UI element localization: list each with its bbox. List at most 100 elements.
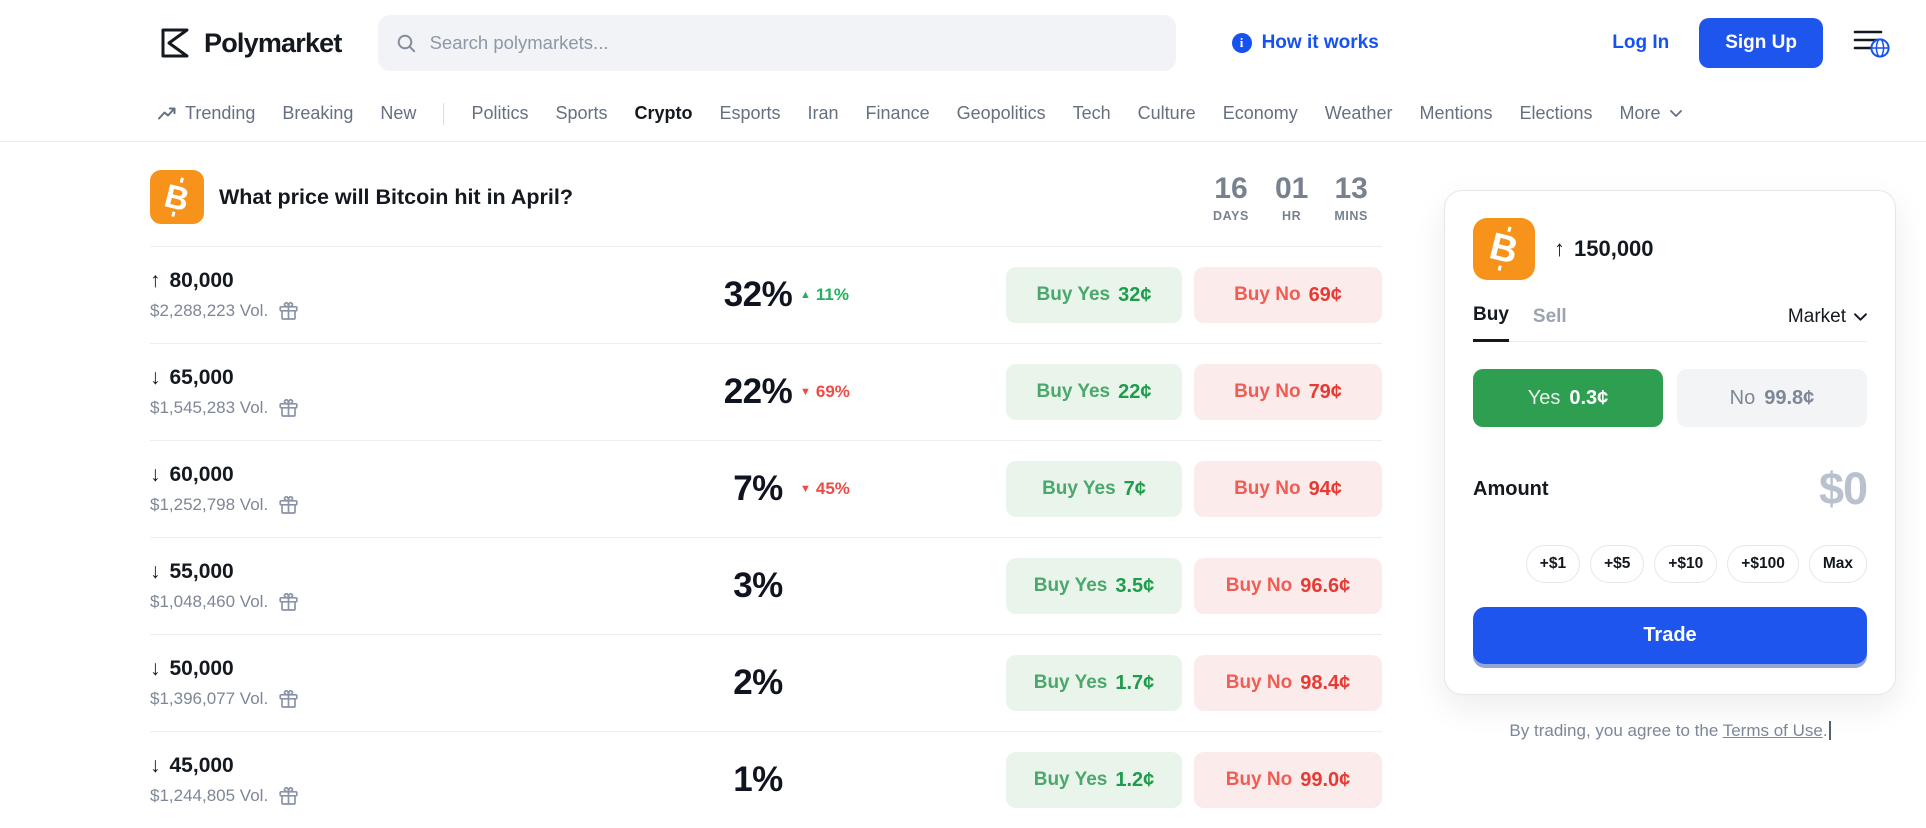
buy-yes-label: Buy Yes xyxy=(1042,478,1116,499)
nav-item-breaking[interactable]: Breaking xyxy=(282,103,354,123)
nav-item-trending[interactable]: Trending xyxy=(158,103,255,124)
trade-panel-column: B ↑ 150,000 Buy Sell Market Yes 0.3¢ xyxy=(1382,142,1896,828)
nav-item-weather[interactable]: Weather xyxy=(1324,103,1393,123)
yes-price: 3.5¢ xyxy=(1115,574,1155,597)
nav-item-mentions[interactable]: Mentions xyxy=(1419,103,1493,123)
buy-sell-tabs: Buy Sell Market xyxy=(1473,304,1867,342)
buy-yes-button[interactable]: Buy Yes 3.5¢ xyxy=(1006,558,1182,614)
info-icon xyxy=(1231,33,1252,53)
log-in-button[interactable]: Log In xyxy=(1612,32,1670,53)
nav-item-economy[interactable]: Economy xyxy=(1222,103,1298,123)
chance-percent: 3% xyxy=(733,566,783,605)
nav-divider xyxy=(443,102,445,125)
outcome-name: ↑ 80,000 xyxy=(150,269,510,293)
change-value: 11% xyxy=(815,285,849,304)
main-content: B What price will Bitcoin hit in April? … xyxy=(0,142,1926,828)
sign-up-button[interactable]: Sign Up xyxy=(1699,18,1823,68)
add-10-dollar-chip[interactable]: +$10 xyxy=(1654,545,1718,583)
gift-icon[interactable] xyxy=(278,785,299,806)
outcome-row-65000[interactable]: ↓ 65,000 $1,545,283 Vol. 22% ▼ 69% Buy Y… xyxy=(150,343,1382,440)
gift-icon[interactable] xyxy=(278,494,299,515)
brand-name: Polymarket xyxy=(204,27,342,58)
nav-item-esports[interactable]: Esports xyxy=(719,103,781,123)
outcome-row-60000[interactable]: ↓ 60,000 $1,252,798 Vol. 7% ▼ 45% Buy Ye… xyxy=(150,440,1382,537)
countdown-hours: 01 HR xyxy=(1275,172,1308,223)
buy-yes-label: Buy Yes xyxy=(1033,575,1108,596)
outcome-row-50000[interactable]: ↓ 50,000 $1,396,077 Vol. 2% Buy Yes 1.7¢… xyxy=(150,634,1382,731)
nav-item-finance[interactable]: Finance xyxy=(865,103,930,123)
bitcoin-icon: B xyxy=(150,170,204,224)
polymarket-logo[interactable]: Polymarket xyxy=(158,26,342,60)
trade-button[interactable]: Trade xyxy=(1473,607,1867,664)
gift-icon[interactable] xyxy=(278,300,299,321)
direction-down-icon: ↓ xyxy=(150,657,161,680)
outcome-label: 65,000 xyxy=(169,366,234,389)
buy-no-button[interactable]: Buy No 69¢ xyxy=(1194,267,1382,323)
quick-amount-chips: +$1 +$5 +$10 +$100 Max xyxy=(1473,545,1867,583)
how-it-works-link[interactable]: How it works xyxy=(1231,32,1379,54)
outcome-volume: $2,288,223 Vol. xyxy=(150,300,510,321)
tab-buy[interactable]: Buy xyxy=(1473,304,1509,342)
gift-icon[interactable] xyxy=(278,688,299,709)
nav-item-politics[interactable]: Politics xyxy=(471,103,529,123)
search-bar[interactable] xyxy=(377,15,1176,71)
chance-percent: 2% xyxy=(733,663,783,702)
chance-change: ▲ 11% xyxy=(800,285,849,305)
nav-item-sports[interactable]: Sports xyxy=(555,103,608,123)
search-icon xyxy=(397,34,415,53)
outcome-row-45000[interactable]: ↓ 45,000 $1,244,805 Vol. 1% Buy Yes 1.2¢… xyxy=(150,731,1382,828)
chance-cell: 2% xyxy=(510,663,1006,703)
buy-yes-button[interactable]: Buy Yes 7¢ xyxy=(1006,461,1182,517)
gift-icon[interactable] xyxy=(278,397,299,418)
terms-of-use-link[interactable]: Terms of Use xyxy=(1722,721,1823,740)
nav-item-crypto[interactable]: Crypto xyxy=(634,103,693,123)
yes-button[interactable]: Yes 0.3¢ xyxy=(1473,369,1663,427)
nav-item-elections[interactable]: Elections xyxy=(1519,103,1593,123)
nav-item-geopolitics[interactable]: Geopolitics xyxy=(956,103,1046,123)
buy-yes-label: Buy Yes xyxy=(1033,769,1108,790)
selected-outcome-label: 150,000 xyxy=(1574,236,1654,261)
buy-no-button[interactable]: Buy No 79¢ xyxy=(1194,364,1382,420)
buy-yes-button[interactable]: Buy Yes 1.2¢ xyxy=(1006,752,1182,808)
nav-item-more[interactable]: More xyxy=(1620,103,1682,124)
buy-yes-button[interactable]: Buy Yes 32¢ xyxy=(1006,267,1182,323)
chance-percent: 22% xyxy=(723,372,793,411)
market-header: B What price will Bitcoin hit in April? … xyxy=(150,142,1382,246)
chance-cell: 32% ▲ 11% xyxy=(510,275,1006,315)
triangle-down-icon: ▼ xyxy=(800,386,811,398)
nav-item-iran[interactable]: Iran xyxy=(807,103,839,123)
buy-no-button[interactable]: Buy No 98.4¢ xyxy=(1194,655,1382,711)
max-amount-chip[interactable]: Max xyxy=(1808,545,1867,583)
tab-sell[interactable]: Sell xyxy=(1532,306,1567,327)
buy-no-button[interactable]: Buy No 94¢ xyxy=(1194,461,1382,517)
search-input[interactable] xyxy=(427,31,1158,55)
buy-yes-button[interactable]: Buy Yes 22¢ xyxy=(1006,364,1182,420)
gift-icon[interactable] xyxy=(278,591,299,612)
no-button[interactable]: No 99.8¢ xyxy=(1677,369,1867,427)
order-type-dropdown[interactable]: Market xyxy=(1788,306,1867,341)
outcome-name: ↓ 60,000 xyxy=(150,463,510,487)
yes-label: Yes xyxy=(1527,386,1561,409)
triangle-down-icon: ▼ xyxy=(800,483,811,495)
outcome-row-80000[interactable]: ↑ 80,000 $2,288,223 Vol. 32% ▲ 11% Buy Y… xyxy=(150,246,1382,343)
outcome-volume: $1,545,283 Vol. xyxy=(150,397,510,418)
outcome-volume: $1,244,805 Vol. xyxy=(150,785,510,806)
chance-percent: 32% xyxy=(723,275,793,314)
outcome-label: 55,000 xyxy=(169,560,234,583)
add-5-dollar-chip[interactable]: +$5 xyxy=(1590,545,1645,583)
add-100-dollar-chip[interactable]: +$100 xyxy=(1727,545,1799,583)
nav-item-new[interactable]: New xyxy=(380,103,417,123)
nav-item-tech[interactable]: Tech xyxy=(1072,103,1111,123)
outcome-label: 50,000 xyxy=(169,657,234,680)
amount-input[interactable]: $0 xyxy=(1818,463,1868,514)
countdown-value: 16 xyxy=(1214,171,1248,205)
add-1-dollar-chip[interactable]: +$1 xyxy=(1525,545,1581,583)
nav-item-culture[interactable]: Culture xyxy=(1137,103,1196,123)
buy-yes-button[interactable]: Buy Yes 1.7¢ xyxy=(1006,655,1182,711)
outcome-label: 60,000 xyxy=(169,463,234,486)
buy-no-button[interactable]: Buy No 99.0¢ xyxy=(1194,752,1382,808)
outcome-row-55000[interactable]: ↓ 55,000 $1,048,460 Vol. 3% Buy Yes 3.5¢… xyxy=(150,537,1382,634)
bitcoin-icon: B xyxy=(1473,218,1535,280)
menu-button[interactable] xyxy=(1853,27,1890,59)
buy-no-button[interactable]: Buy No 96.6¢ xyxy=(1194,558,1382,614)
